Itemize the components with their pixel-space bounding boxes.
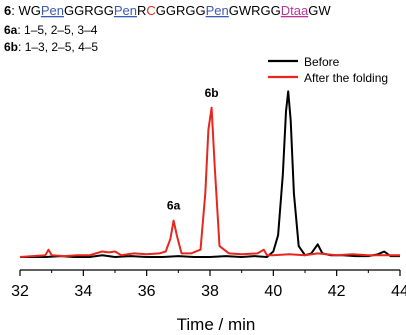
sequence-segment-plain: GGRGG xyxy=(156,3,206,18)
isomer-6a-line: 6a: 1–5, 2–5, 3–4 xyxy=(4,23,98,37)
sequence-segment-pen: Pen xyxy=(41,3,64,18)
x-tick-label: 38 xyxy=(201,283,219,300)
sequence-segment-dtaa: Dtaa xyxy=(281,3,309,18)
compound-id-colon: : xyxy=(11,3,18,18)
peak-label-6a: 6a xyxy=(167,199,181,213)
x-tick-label: 44 xyxy=(391,283,406,300)
sequence-segment-plain: GW xyxy=(308,3,331,18)
sequence-segment-plain: WG xyxy=(18,3,40,18)
sequence-segment-plain: GGRGG xyxy=(64,3,114,18)
legend-label-before: Before xyxy=(304,55,340,69)
sequence-segment-pen: Pen xyxy=(114,3,137,18)
sequence-segment-pen: Pen xyxy=(206,3,229,18)
isomer-6a-bonds: 1–5, 2–5, 3–4 xyxy=(24,23,98,37)
isomer-6b-label: 6b xyxy=(4,40,18,54)
sequence-segment-cys: C xyxy=(146,3,155,18)
legend-label-after: After the folding xyxy=(304,71,388,85)
x-tick-label: 40 xyxy=(264,283,282,300)
isomer-6b-bonds: 1–3, 2–5, 4–5 xyxy=(25,40,99,54)
x-tick-label: 34 xyxy=(74,283,92,300)
plot-area xyxy=(19,90,400,258)
x-axis-ticks: 32 34 36 38 40 42 44 xyxy=(11,270,406,300)
x-tick-label: 36 xyxy=(138,283,156,300)
sequence-segment-plain: GWRGG xyxy=(229,3,281,18)
x-tick-label: 32 xyxy=(11,283,29,300)
isomer-6b-colon: : xyxy=(18,40,25,54)
peak-label-6b: 6b xyxy=(205,86,219,100)
compound-id: 6 xyxy=(4,3,11,18)
sequence-line: 6: WGPenGGRGGPenRCGGRGGPenGWRGGDtaaGW xyxy=(4,3,331,18)
sequence-segment-plain: R xyxy=(137,3,146,18)
isomer-6a-colon: : xyxy=(17,23,24,37)
x-axis-label: Time / min xyxy=(177,315,256,334)
chart-legend: Before After the folding xyxy=(268,55,388,85)
isomer-6a-label: 6a xyxy=(4,23,18,37)
series-line-after-folding xyxy=(19,106,400,258)
x-tick-label: 42 xyxy=(328,283,346,300)
isomer-6b-line: 6b: 1–3, 2–5, 4–5 xyxy=(4,40,98,54)
